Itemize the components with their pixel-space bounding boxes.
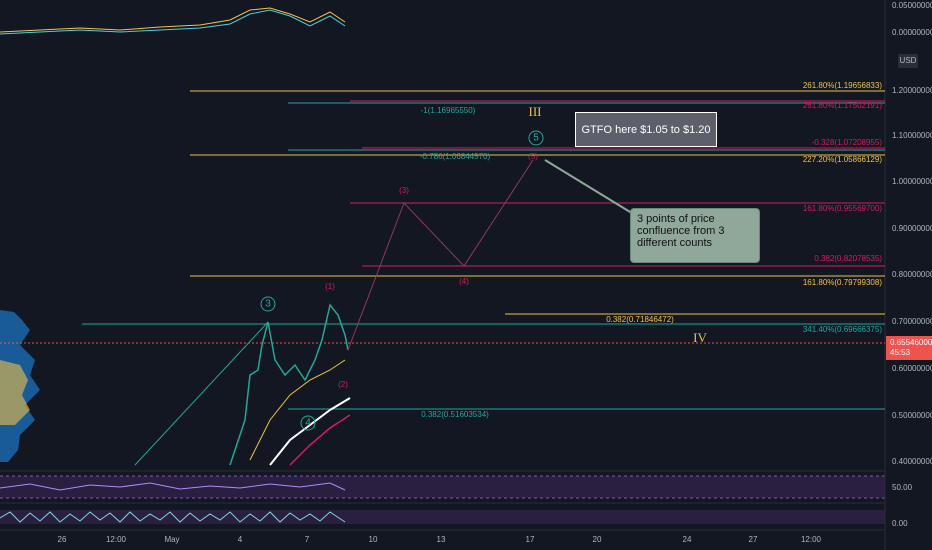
time-tick: May xyxy=(164,535,179,544)
price-tick: 0.00000000 xyxy=(892,28,932,37)
indicator-line xyxy=(0,7,346,33)
ma-line xyxy=(289,414,351,466)
current-price-tag xyxy=(886,336,932,360)
fib-label: -0.328(1.07208955) xyxy=(812,138,883,147)
wave-circle xyxy=(300,415,316,431)
rsi-tick: 50.00 xyxy=(892,483,913,492)
price-tick: 0.60000000 xyxy=(892,364,932,373)
time-tick: 12:00 xyxy=(801,535,822,544)
time-tick: 10 xyxy=(369,535,378,544)
fib-label: 0.382(0.51603534) xyxy=(421,410,489,419)
wave-label: IV xyxy=(693,330,707,345)
confluence-callout: 3 points of price confluence from 3 diff… xyxy=(630,208,760,263)
fib-label: 161.80%(0.95569700) xyxy=(803,204,883,213)
price-tick: 0.80000000 xyxy=(892,270,932,279)
wave-label: (2) xyxy=(338,380,348,389)
time-tick: 24 xyxy=(683,535,692,544)
wave-label: 4 xyxy=(305,418,311,429)
time-tick: 17 xyxy=(526,535,535,544)
fib-label: 227.20%(1.05866129) xyxy=(803,155,883,164)
target-note: GTFO here $1.05 to $1.20 xyxy=(575,112,717,147)
time-tick: 26 xyxy=(58,535,67,544)
projection-line xyxy=(347,159,534,351)
price-tick: 0.05000000 xyxy=(892,1,932,10)
fib-label: -0.786(1.06844570) xyxy=(420,152,491,161)
price-tick: 0.50000000 xyxy=(892,411,932,420)
current-price: 0.65546000 xyxy=(890,338,932,347)
fib-label: 261.80%(1.19656833) xyxy=(803,81,883,90)
time-tick: 12:00 xyxy=(106,535,127,544)
time-tick: 13 xyxy=(437,535,446,544)
time-tick: 27 xyxy=(749,535,758,544)
wave-label: 5 xyxy=(533,133,539,144)
wave-label: (5) xyxy=(528,152,538,161)
fib-label: 161.80%(0.79799308) xyxy=(803,278,883,287)
time-tick: 20 xyxy=(593,535,602,544)
ma-line xyxy=(249,359,346,461)
countdown: 45:53 xyxy=(890,348,911,357)
fib-label: -1(1.16965550) xyxy=(421,106,476,115)
stoch-line xyxy=(0,511,346,523)
price-tick: 1.20000000 xyxy=(892,86,932,95)
unit-button[interactable] xyxy=(898,54,918,68)
fib-label: 261.80%(1.17502191) xyxy=(803,101,883,110)
fib-label: 0.382(0.82078535) xyxy=(814,254,882,263)
wave-label: III xyxy=(529,104,542,119)
fib-label: 341.40%(0.69666375) xyxy=(803,325,883,334)
stoch-band xyxy=(0,510,885,524)
fib-label: 0.382(0.71846472) xyxy=(606,315,674,324)
price-tick: 1.10000000 xyxy=(892,131,932,140)
rsi-band xyxy=(0,476,885,498)
wave-label: (3) xyxy=(399,186,409,195)
price-tick: 0.40000000 xyxy=(892,457,932,466)
time-tick: 4 xyxy=(238,535,243,544)
ma-line xyxy=(269,397,351,466)
wave-label: 3 xyxy=(265,299,271,310)
wave-line xyxy=(134,321,269,466)
callout-pointer xyxy=(544,159,636,216)
wave-label: (4) xyxy=(459,277,469,286)
price-line xyxy=(229,303,349,466)
wave-label: (1) xyxy=(325,282,335,291)
time-tick: 7 xyxy=(305,535,310,544)
wave-circle xyxy=(260,296,276,312)
price-tick: 0.90000000 xyxy=(892,224,932,233)
indicator-line xyxy=(0,9,346,35)
rsi-line xyxy=(0,482,346,491)
unit-label[interactable]: USD xyxy=(900,56,917,65)
wave-circle xyxy=(528,130,544,146)
price-tick: 1.00000000 xyxy=(892,177,932,186)
stoch-tick: 0.00 xyxy=(892,519,908,528)
price-tick: 0.70000000 xyxy=(892,317,932,326)
volume-profile xyxy=(0,360,30,425)
